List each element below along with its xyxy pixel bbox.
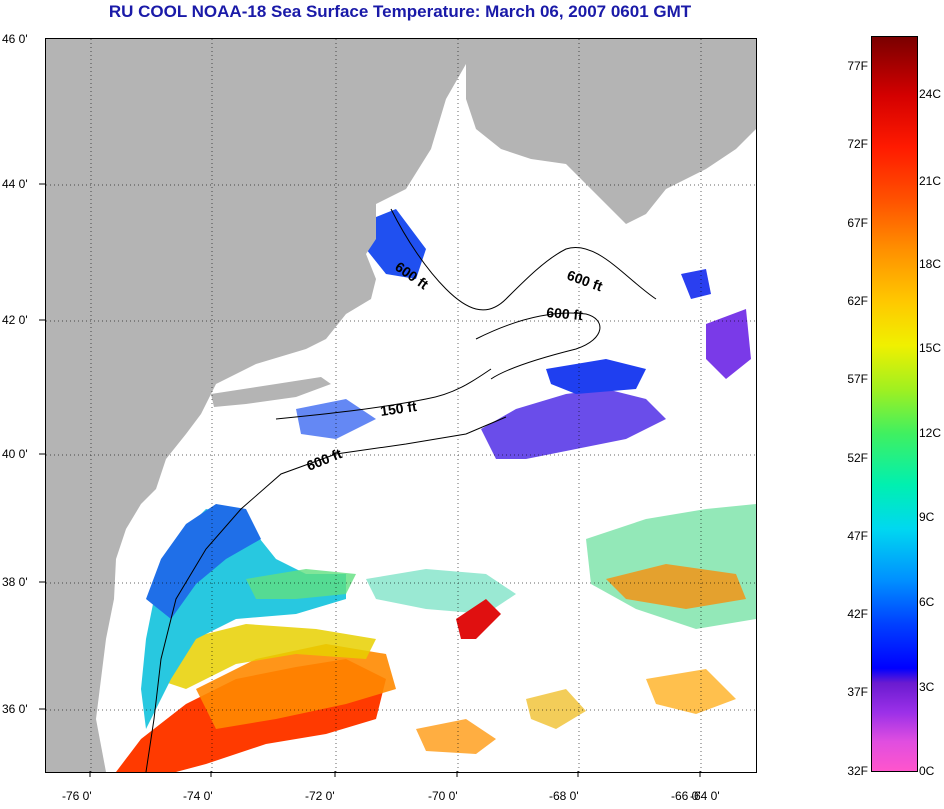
colorbar-label-24c: 24C: [919, 87, 942, 101]
sst-patch-yellow-se: [526, 689, 586, 729]
sst-map[interactable]: 600 ft 600 ft 600 ft 150 ft 600 ft: [45, 38, 757, 773]
lat-label-46: 46 0': [2, 32, 28, 46]
land-us-northeast: [46, 39, 466, 772]
sst-patch-mid: [366, 569, 516, 614]
lon-label-74: -74 0': [183, 789, 213, 803]
sst-map-canvas: 600 ft 600 ft 600 ft 150 ft 600 ft: [46, 39, 756, 772]
land-layer: [46, 39, 756, 772]
colorbar-label-9c: 9C: [919, 510, 935, 524]
sst-shelf-blue: [146, 504, 261, 619]
map-title: RU COOL NOAA-18 Sea Surface Temperature:…: [108, 2, 692, 21]
bathymetry-contours: [145, 208, 657, 772]
lat-label-38: 38 0': [2, 575, 28, 589]
colorbar-label-37f: 37F: [847, 685, 868, 699]
lon-label-72: -72 0': [305, 789, 335, 803]
sst-patch-orange-se: [646, 669, 736, 714]
lon-label-64: -64 0': [690, 789, 720, 803]
colorbar-label-52f: 52F: [847, 451, 868, 465]
colorbar-label-15c: 15C: [919, 341, 942, 355]
sst-cold-gom: [366, 209, 426, 279]
sst-green-band: [246, 569, 356, 599]
colorbar-label-6c: 6C: [919, 595, 935, 609]
colorbar-label-32f: 32F: [847, 764, 868, 778]
lon-label-68: -68 0': [549, 789, 579, 803]
colorbar-label-57f: 57F: [847, 372, 868, 386]
land-nova-scotia: [466, 39, 756, 224]
lon-label-66: -66 0': [671, 789, 701, 803]
land-long-island: [211, 377, 331, 407]
colorbar-label-47f: 47F: [847, 529, 868, 543]
contour-600-shelf: [145, 416, 507, 772]
colorbar-label-0c: 0C: [919, 764, 935, 778]
sst-yellow-band: [156, 624, 376, 689]
colorbar-label-77f: 77F: [847, 59, 868, 73]
temperature-colorbar: [871, 36, 918, 772]
sst-patch-orange-s: [416, 719, 496, 754]
sst-cold-blue-1: [546, 359, 646, 394]
sst-cold-blue-ne: [681, 269, 711, 299]
contour-600-georges: [475, 312, 601, 380]
colorbar-label-12c: 12C: [919, 426, 942, 440]
colorbar-label-21c: 21C: [919, 174, 942, 188]
sst-patch-east-warm: [606, 564, 746, 609]
contour-label-georges: 600 ft: [546, 304, 584, 323]
lat-label-36: 36 0': [2, 702, 28, 716]
lat-label-42: 42 0': [2, 313, 28, 327]
sst-cold-purple: [481, 389, 666, 459]
lon-label-76: -76 0': [62, 789, 92, 803]
lat-label-44: 44 0': [2, 177, 28, 191]
sst-patch-red: [456, 599, 501, 639]
lon-label-70: -70 0': [428, 789, 458, 803]
sst-warm-band: [196, 644, 396, 729]
colorbar-label-72f: 72F: [847, 137, 868, 151]
colorbar-label-62f: 62F: [847, 294, 868, 308]
lat-label-40: 40 0': [2, 447, 28, 461]
colorbar-label-3c: 3C: [919, 680, 935, 694]
colorbar-label-18c: 18C: [919, 257, 942, 271]
colorbar-label-67f: 67F: [847, 216, 868, 230]
sst-data-layer: [116, 209, 756, 772]
contour-600-gom-west: [390, 208, 657, 311]
contour-label-150: 150 ft: [379, 398, 418, 419]
colorbar-label-42f: 42F: [847, 607, 868, 621]
contour-150: [275, 368, 492, 420]
sst-cold-purple-ne: [706, 309, 751, 379]
